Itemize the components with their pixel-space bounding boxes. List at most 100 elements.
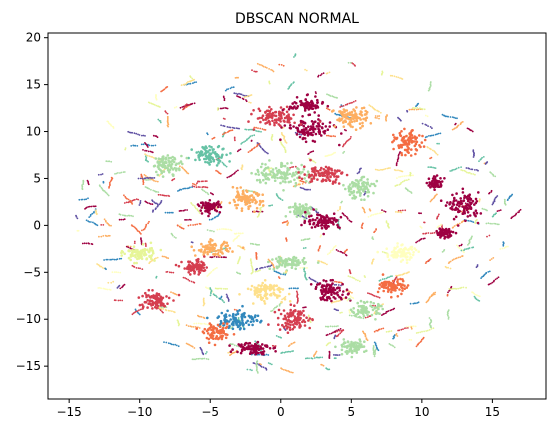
scatter-point xyxy=(107,281,110,284)
scatter-point xyxy=(264,166,268,170)
scatter-point xyxy=(331,153,334,156)
scatter-point xyxy=(170,232,173,235)
scatter-point xyxy=(261,266,264,269)
scatter-point xyxy=(468,204,472,208)
scatter-point xyxy=(415,345,418,348)
scatter-point xyxy=(430,328,433,330)
scatter-point xyxy=(329,284,333,287)
scatter-point xyxy=(413,302,416,305)
scatter-point xyxy=(127,214,130,217)
scatter-point xyxy=(475,200,479,203)
scatter-point xyxy=(90,243,93,245)
scatter-point xyxy=(212,202,216,205)
scatter-point xyxy=(332,109,335,112)
scatter-point xyxy=(310,99,313,103)
scatter-point xyxy=(104,267,107,270)
scatter-point xyxy=(278,169,281,172)
scatter-point xyxy=(329,287,332,291)
scatter-point xyxy=(240,143,243,145)
scatter-point xyxy=(271,258,274,261)
scatter-point xyxy=(476,219,478,221)
scatter-point xyxy=(287,118,291,122)
scatter-point xyxy=(283,265,287,268)
scatter-point xyxy=(320,102,324,105)
scatter-point xyxy=(163,166,167,169)
scatter-point xyxy=(185,324,188,327)
scatter-point xyxy=(163,255,166,258)
scatter-point xyxy=(344,116,347,119)
scatter-point xyxy=(364,119,368,122)
scatter-point xyxy=(202,203,205,207)
scatter-point xyxy=(164,156,168,160)
scatter-point xyxy=(227,298,230,301)
scatter-point xyxy=(287,113,290,116)
scatter-point xyxy=(231,326,234,328)
scatter-point xyxy=(327,218,330,222)
scatter-point xyxy=(258,364,260,366)
scatter-point xyxy=(129,247,132,249)
scatter-point xyxy=(353,195,357,199)
scatter-point xyxy=(165,341,168,344)
scatter-point xyxy=(179,209,182,212)
scatter-point xyxy=(199,223,202,225)
scatter-point xyxy=(132,225,135,228)
scatter-point xyxy=(398,176,400,178)
scatter-point xyxy=(273,172,276,176)
scatter-point xyxy=(145,223,148,226)
scatter-point xyxy=(199,346,202,349)
scatter-point xyxy=(233,92,236,95)
scatter-point xyxy=(145,295,148,299)
scatter-point xyxy=(301,180,303,183)
scatter-point xyxy=(123,283,126,286)
scatter-point xyxy=(275,257,278,261)
scatter-point xyxy=(237,194,241,197)
scatter-point xyxy=(303,262,306,266)
scatter-point xyxy=(299,122,303,126)
scatter-point xyxy=(429,81,432,83)
scatter-point xyxy=(304,357,307,360)
scatter-point xyxy=(212,293,215,296)
scatter-point xyxy=(308,157,311,160)
scatter-point xyxy=(353,114,356,118)
scatter-point xyxy=(249,135,252,138)
scatter-point xyxy=(312,125,315,129)
scatter-point xyxy=(359,126,362,130)
scatter-point xyxy=(369,122,373,125)
scatter-point xyxy=(415,140,419,144)
scatter-point xyxy=(273,266,275,269)
scatter-point xyxy=(135,310,137,313)
scatter-point xyxy=(472,221,475,224)
scatter-point xyxy=(211,204,214,207)
scatter-point xyxy=(246,319,249,323)
scatter-point xyxy=(429,296,431,298)
scatter-point xyxy=(284,180,287,184)
scatter-point xyxy=(189,273,192,276)
scatter-point xyxy=(206,161,209,164)
scatter-point xyxy=(451,205,454,208)
scatter-point xyxy=(406,109,408,112)
scatter-point xyxy=(212,337,215,341)
scatter-point xyxy=(245,189,248,192)
scatter-point xyxy=(134,144,137,147)
scatter-point xyxy=(177,293,181,297)
scatter-point xyxy=(371,106,374,108)
scatter-point xyxy=(505,245,508,248)
scatter-point xyxy=(200,206,203,209)
scatter-point xyxy=(438,225,441,227)
scatter-point xyxy=(375,179,379,183)
scatter-point xyxy=(284,324,288,327)
scatter-point xyxy=(452,226,455,229)
scatter-point xyxy=(489,171,492,174)
scatter-point xyxy=(227,300,230,302)
scatter-point xyxy=(377,296,379,298)
scatter-point xyxy=(449,234,453,237)
scatter-point xyxy=(494,222,497,225)
scatter-point xyxy=(126,215,128,217)
scatter-point xyxy=(376,109,378,112)
scatter-point xyxy=(300,177,304,181)
scatter-point xyxy=(349,275,352,278)
scatter-point xyxy=(121,299,124,302)
scatter-point xyxy=(294,53,297,56)
scatter-point xyxy=(425,330,428,332)
scatter-point xyxy=(290,161,293,165)
